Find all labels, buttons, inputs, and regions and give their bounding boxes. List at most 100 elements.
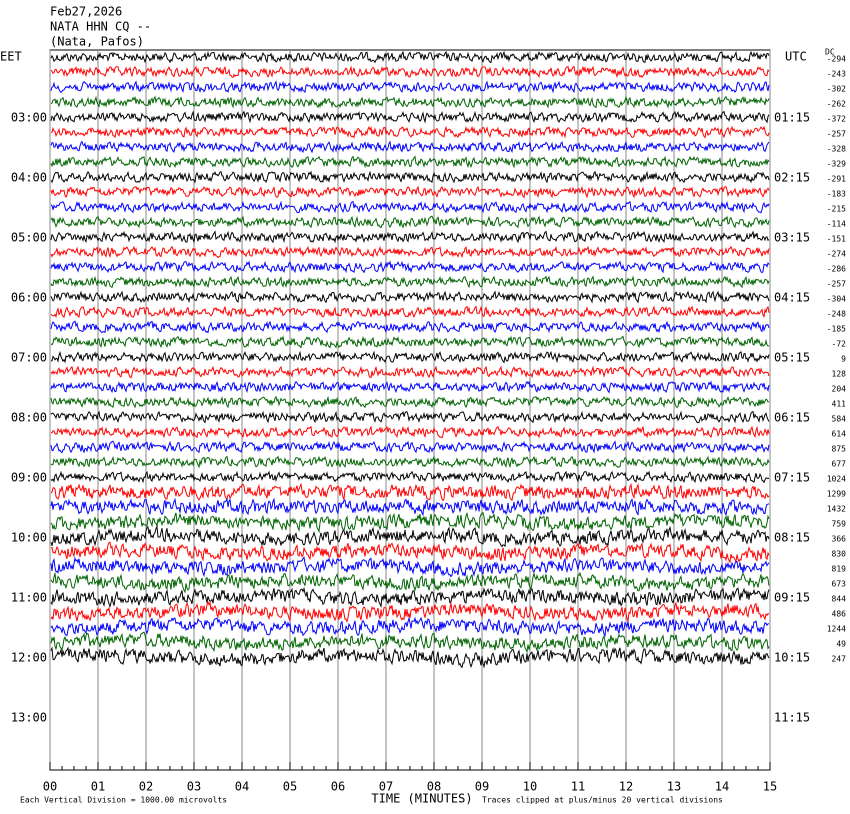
x-tick-label: 01 [91, 780, 105, 794]
dc-offset: -294 [827, 55, 846, 64]
right-time-label: 08:15 [774, 531, 810, 545]
x-tick-label: 08 [427, 780, 441, 794]
left-label: EET [0, 50, 22, 64]
trace [50, 410, 770, 424]
left-time-label: 09:00 [11, 471, 47, 485]
trace [50, 525, 770, 548]
x-tick-label: 03 [187, 780, 201, 794]
trace [50, 440, 770, 454]
trace [50, 395, 770, 409]
title-station: NATA HHN CQ -- [50, 20, 151, 34]
right-time-label: 02:15 [774, 171, 810, 185]
dc-offset: 1244 [827, 625, 846, 634]
right-time-label: 04:15 [774, 291, 810, 305]
trace [50, 600, 770, 623]
dc-offset: 49 [836, 640, 846, 649]
left-time-label: 11:00 [11, 591, 47, 605]
left-time-label: 03:00 [11, 111, 47, 125]
x-tick-label: 12 [619, 780, 633, 794]
dc-offset: -257 [827, 280, 846, 289]
dc-label: DC [825, 48, 835, 57]
trace [50, 95, 770, 109]
trace [50, 275, 770, 289]
trace [50, 616, 770, 638]
trace [50, 65, 770, 79]
dc-offset: 1432 [827, 505, 846, 514]
dc-offset: -291 [827, 175, 846, 184]
trace [50, 155, 770, 169]
trace [50, 380, 770, 394]
left-time-label: 08:00 [11, 411, 47, 425]
dc-offset: -183 [827, 190, 846, 199]
dc-offset: 759 [832, 520, 847, 529]
dc-offset: 875 [832, 445, 847, 454]
trace [50, 470, 770, 484]
dc-offset: -262 [827, 100, 846, 109]
right-time-label: 01:15 [774, 111, 810, 125]
trace [50, 170, 770, 184]
trace [50, 230, 770, 244]
dc-offset: -304 [827, 295, 846, 304]
x-tick-label: 13 [667, 780, 681, 794]
dc-offset: -114 [827, 220, 846, 229]
trace [50, 646, 770, 669]
dc-offset: 1299 [827, 490, 846, 499]
trace [50, 215, 770, 229]
trace [51, 350, 770, 364]
trace [50, 320, 770, 334]
trace [50, 455, 770, 469]
x-tick-label: 07 [379, 780, 393, 794]
trace [50, 541, 770, 564]
right-time-label: 07:15 [774, 471, 810, 485]
trace [50, 497, 770, 517]
left-time-label: 04:00 [11, 171, 47, 185]
dc-offset: -274 [827, 250, 846, 259]
trace [50, 305, 770, 319]
x-tick-label: 15 [763, 780, 777, 794]
trace [50, 80, 770, 94]
trace [50, 482, 770, 502]
x-tick-label: 02 [139, 780, 153, 794]
dc-offset: 819 [832, 565, 847, 574]
x-tick-label: 09 [475, 780, 489, 794]
trace [50, 260, 770, 274]
trace [50, 185, 770, 199]
dc-offset: -151 [827, 235, 846, 244]
dc-offset: 486 [832, 610, 847, 619]
left-time-label: 05:00 [11, 231, 47, 245]
dc-offset: -257 [827, 130, 846, 139]
dc-offset: -248 [827, 310, 846, 319]
x-axis-label: TIME (MINUTES) [371, 792, 472, 806]
trace [50, 556, 770, 578]
right-time-label: 10:15 [774, 651, 810, 665]
dc-offset: 1024 [827, 475, 846, 484]
dc-offset: -286 [827, 265, 846, 274]
trace [50, 425, 770, 439]
x-tick-label: 04 [235, 780, 249, 794]
clip-note: Traces clipped at plus/minus 20 vertical… [482, 796, 723, 805]
x-tick-label: 05 [283, 780, 297, 794]
x-tick-label: 14 [715, 780, 729, 794]
trace [50, 511, 770, 534]
dc-offset: 204 [832, 385, 847, 394]
title-location: (Nata, Pafos) [50, 35, 144, 49]
dc-offset: -302 [827, 85, 846, 94]
left-time-label: 07:00 [11, 351, 47, 365]
x-tick-label: 06 [331, 780, 345, 794]
trace [50, 110, 770, 124]
trace [50, 335, 770, 349]
dc-offset: 411 [832, 400, 847, 409]
dc-offset: 9 [841, 355, 846, 364]
dc-offset: 584 [832, 415, 847, 424]
scale-note: Each Vertical Division = 1000.00 microvo… [20, 796, 227, 805]
dc-offset: -372 [827, 115, 846, 124]
right-time-label: 11:15 [774, 711, 810, 725]
trace [51, 125, 770, 139]
dc-offset: 677 [832, 460, 847, 469]
right-time-label: 03:15 [774, 231, 810, 245]
left-time-label: 10:00 [11, 531, 47, 545]
x-tick-label: 00 [43, 780, 57, 794]
trace [50, 365, 770, 379]
dc-offset: -185 [827, 325, 846, 334]
